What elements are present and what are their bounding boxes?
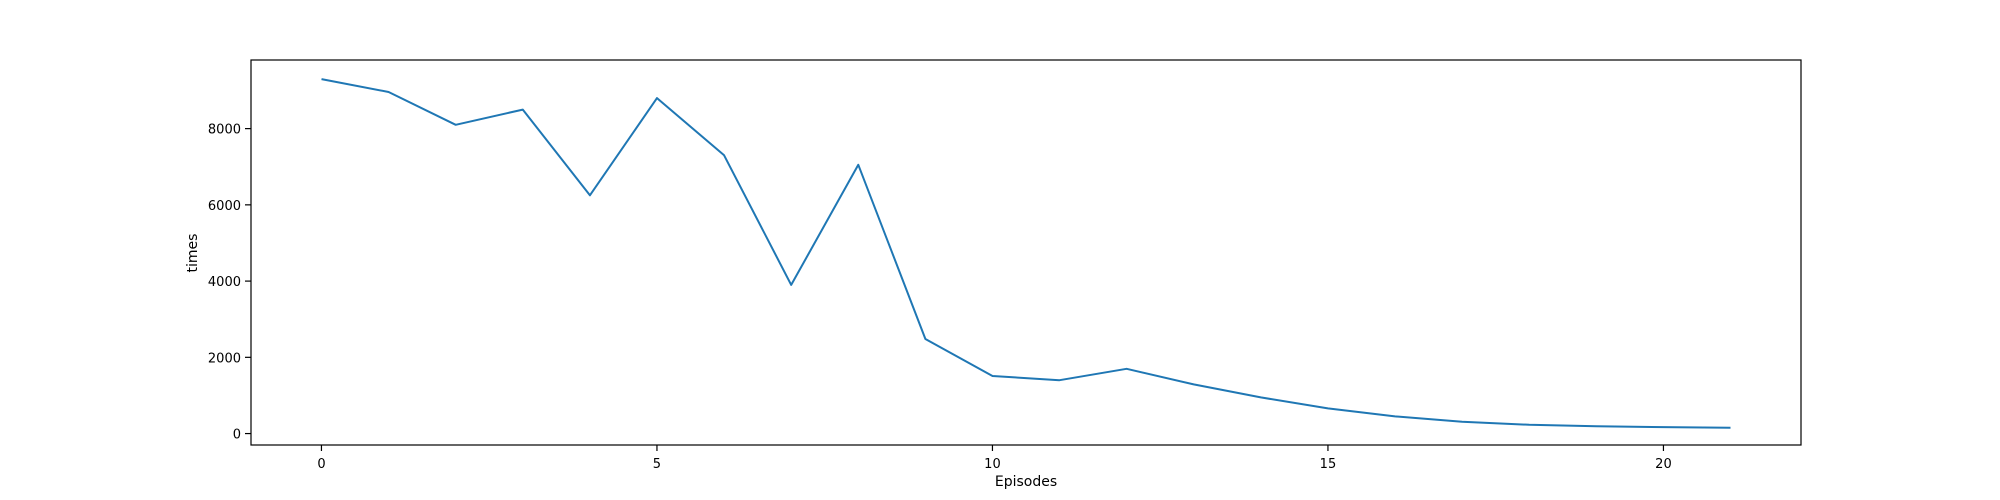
y-tick-label: 2000 (208, 351, 241, 366)
y-tick-label: 4000 (208, 275, 241, 290)
y-tick-label: 6000 (208, 199, 241, 214)
y-axis-ticks: 0 2000 4000 6000 8000 (208, 123, 251, 443)
x-axis-ticks: 0 5 10 15 20 (317, 445, 1672, 472)
x-tick-label: 10 (984, 457, 1001, 472)
x-tick-label: 15 (1320, 457, 1337, 472)
y-tick-label: 0 (233, 428, 241, 443)
plot-area (250, 59, 1802, 446)
x-tick-label: 0 (317, 457, 325, 472)
x-tick-label: 5 (653, 457, 661, 472)
x-tick-label: 20 (1655, 457, 1672, 472)
y-tick-label: 8000 (208, 123, 241, 138)
y-axis-label: times (185, 234, 201, 273)
x-axis-label: Episodes (995, 474, 1057, 490)
series-line (321, 78, 1731, 429)
